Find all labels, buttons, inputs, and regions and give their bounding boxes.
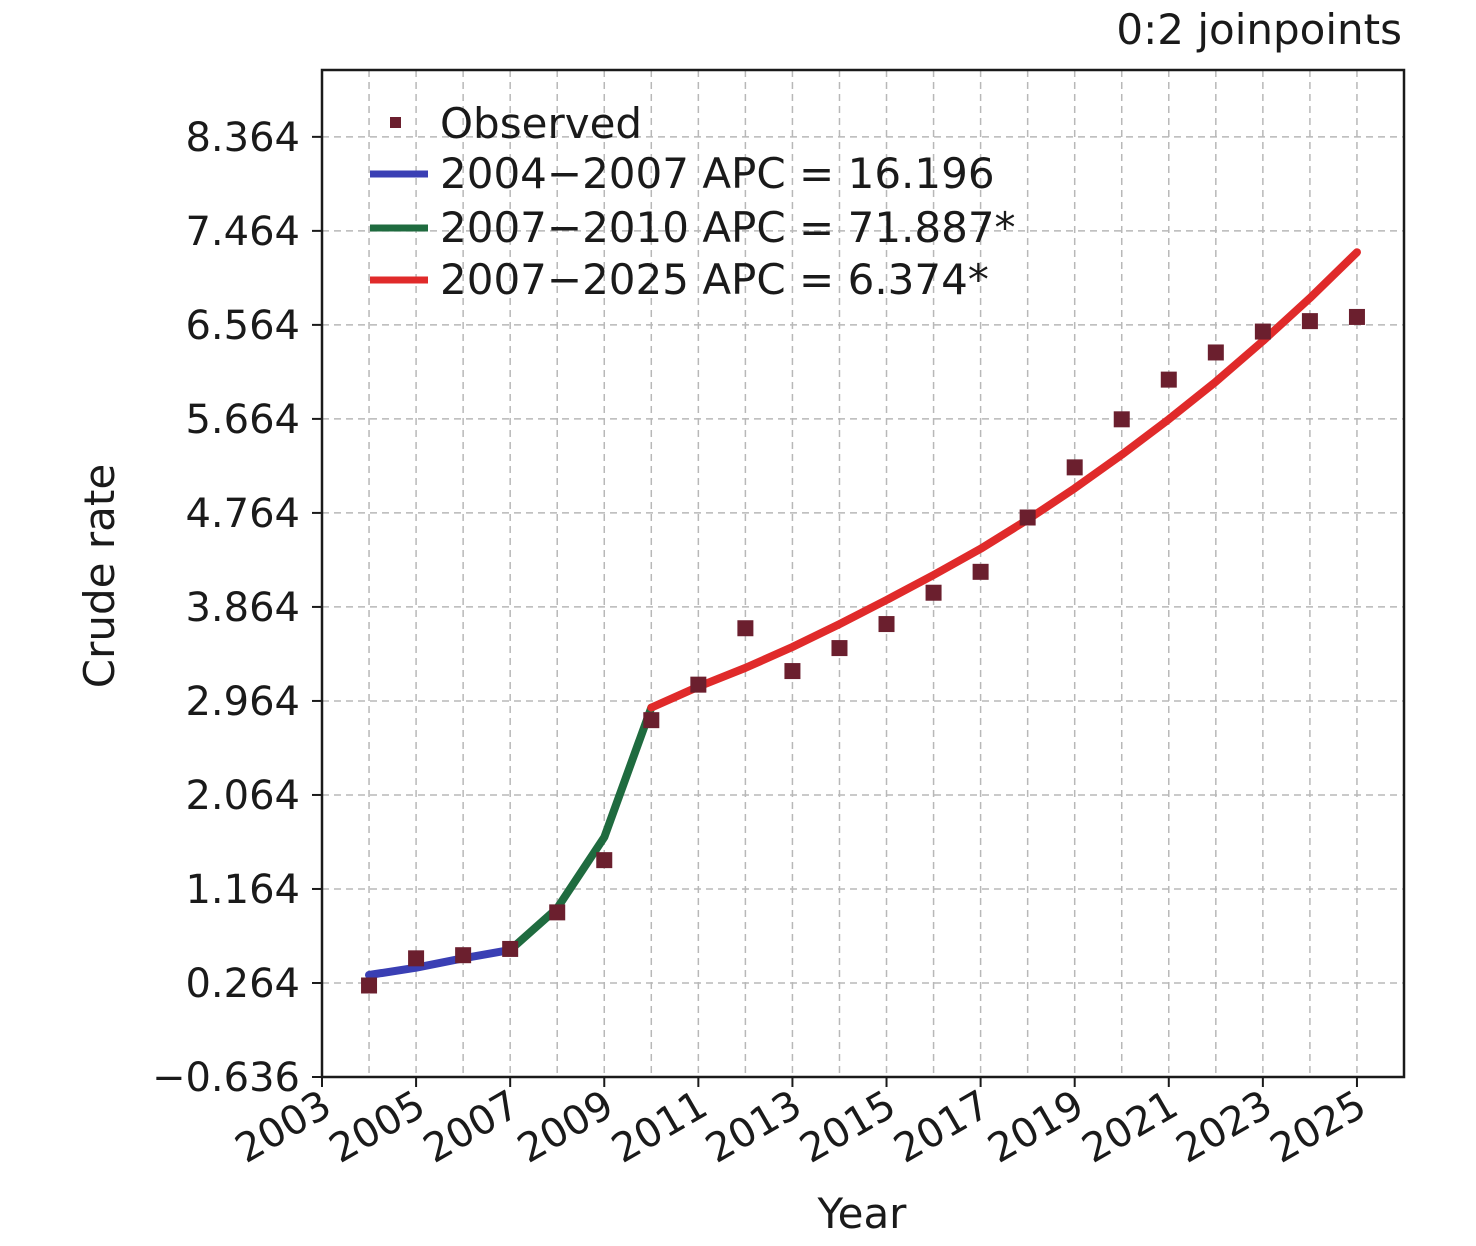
observed-point: [1066, 459, 1083, 476]
observed-point: [1348, 308, 1365, 325]
observed-point: [1207, 344, 1224, 361]
observed-point: [361, 977, 378, 994]
observed-point: [925, 584, 942, 601]
observed-point: [596, 852, 613, 869]
y-tick-label: 8.364: [185, 115, 300, 161]
legend-series-3-label: 2007−2025 APC = 6.374*: [440, 255, 989, 304]
y-tick-label: 6.564: [185, 303, 300, 349]
observed-point: [502, 940, 519, 957]
observed-point: [831, 640, 848, 657]
x-tick-label: 2021: [1075, 1082, 1186, 1173]
observed-point: [643, 712, 660, 729]
observed-point: [878, 616, 895, 633]
fit-line-series-3: [647, 248, 1361, 712]
observed-point: [1113, 411, 1130, 428]
y-tick-label: −0.636: [152, 1055, 300, 1101]
x-tick-label: 2019: [981, 1082, 1092, 1173]
x-axis-ticks: 2003200520072009201120132015201720192021…: [228, 1077, 1374, 1173]
chart-title: 0:2 joinpoints: [1116, 5, 1402, 54]
observed-point: [1019, 509, 1036, 526]
fit-line-series-2: [506, 703, 656, 954]
x-tick-label: 2005: [322, 1082, 433, 1173]
observed-point: [455, 947, 472, 964]
legend-series-1-label: 2004−2007 APC = 16.196: [440, 149, 995, 198]
x-tick-label: 2009: [510, 1082, 621, 1173]
y-tick-label: 2.064: [185, 773, 300, 819]
observed-point: [1254, 323, 1271, 340]
observed-point: [690, 676, 707, 693]
observed-point: [549, 904, 566, 921]
observed-points: [361, 308, 1365, 994]
legend: Observed 2004−2007 APC = 16.196 2007−201…: [370, 99, 1016, 304]
legend-observed-label: Observed: [440, 99, 642, 148]
observed-point: [784, 663, 801, 680]
x-tick-label: 2025: [1263, 1082, 1374, 1173]
x-tick-label: 2007: [416, 1082, 527, 1173]
y-axis-ticks: −0.636 0.264 1.164 2.064 2.964 3.864 4.764 5.66…: [152, 115, 322, 1101]
y-tick-label: 7.464: [185, 209, 300, 255]
y-tick-label: 2.964: [185, 679, 300, 725]
y-tick-label: 1.164: [185, 867, 300, 913]
x-tick-label: 2023: [1169, 1082, 1280, 1173]
x-tick-label: 2015: [792, 1082, 903, 1173]
fit-line-series-1: [365, 946, 515, 979]
legend-series-2-label: 2007−2010 APC = 71.887*: [440, 203, 1016, 252]
x-tick-label: 2011: [604, 1082, 715, 1173]
plot-frame: [320, 68, 1406, 1079]
observed-point: [737, 620, 754, 637]
fitted-lines: [365, 248, 1361, 979]
y-tick-label: 5.664: [185, 397, 300, 443]
x-tick-label: 2017: [886, 1082, 997, 1173]
y-tick-label: 4.764: [185, 491, 300, 537]
x-tick-label: 2013: [698, 1082, 809, 1173]
y-axis-label: Crude rate: [75, 464, 124, 688]
observed-point: [1160, 371, 1177, 388]
grid: [321, 70, 1404, 1078]
observed-point: [1301, 313, 1318, 330]
y-tick-label: 3.864: [185, 585, 300, 631]
observed-point: [972, 563, 989, 580]
observed-point: [408, 950, 425, 967]
y-tick-label: 0.264: [185, 961, 300, 1007]
legend-observed-marker: [390, 117, 401, 128]
x-axis-label: Year: [817, 1189, 908, 1238]
